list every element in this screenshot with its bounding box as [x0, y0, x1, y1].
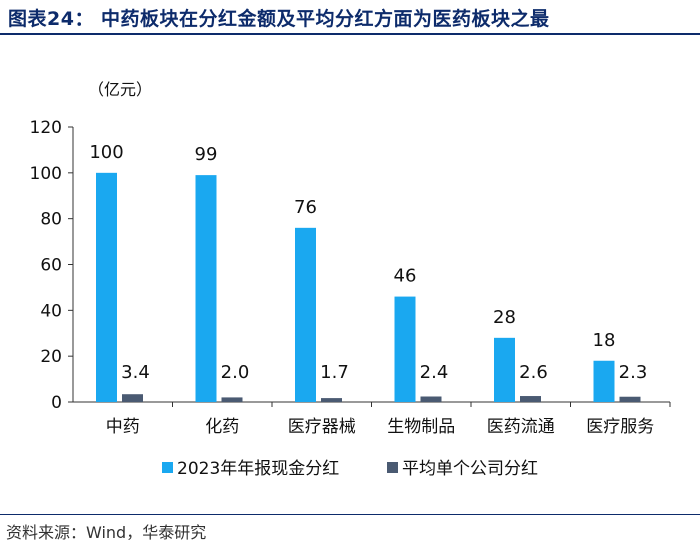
data-label-cash-dividend: 100 [89, 142, 123, 163]
data-labels: 100 3.4 99 2.0 76 1.7 46 2.4 28 2.6 182.3 [89, 142, 647, 383]
legend: 2023年年报现金分红 平均单个公司分红 [162, 459, 538, 479]
y-tick-label: 20 [40, 347, 62, 367]
data-label-cash-dividend: 18 [593, 330, 616, 351]
title-underline [0, 33, 700, 35]
chart-title: 图表24： 中药板块在分红金额及平均分红方面为医药板块之最 [8, 8, 550, 30]
bars [96, 172, 641, 402]
data-label-average-dividend: 2.0 [221, 362, 250, 383]
bar-cash-dividend [394, 296, 416, 402]
bar-average-dividend [619, 396, 641, 402]
legend-swatch-average-dividend [387, 462, 398, 473]
legend-swatch-cash-dividend [162, 462, 173, 473]
x-tick-label: 医疗器械 [288, 417, 356, 437]
data-label-average-dividend: 3.4 [121, 362, 150, 383]
bar-average-dividend [122, 394, 143, 402]
bar-chart: （亿元） 0 20 40 60 80 100 120 中药 化药 医疗器械 生物制品 医药流通 医疗服… [30, 80, 671, 479]
bar-average-dividend [321, 398, 342, 402]
footer-rule [0, 514, 700, 515]
bar-average-dividend [221, 397, 243, 402]
x-tick-label: 医疗服务 [586, 417, 654, 437]
unit-label: （亿元） [88, 80, 152, 99]
bar-average-dividend [520, 396, 541, 402]
y-tick-label: 80 [40, 210, 62, 230]
data-label-average-dividend: 2.3 [619, 362, 648, 383]
bar-cash-dividend [494, 337, 515, 402]
y-tick-label: 100 [30, 164, 62, 184]
data-label-average-dividend: 2.4 [420, 362, 449, 383]
data-label-cash-dividend: 99 [195, 144, 218, 165]
y-tick-label: 40 [40, 301, 62, 321]
x-tick-label: 化药 [205, 417, 239, 437]
bar-average-dividend [420, 396, 442, 402]
data-label-average-dividend: 1.7 [320, 362, 349, 383]
data-label-cash-dividend: 76 [294, 197, 317, 218]
data-label-average-dividend: 2.6 [519, 362, 548, 383]
legend-label-average-dividend: 平均单个公司分红 [402, 459, 538, 479]
x-axis-ticks: 中药 化药 医疗器械 生物制品 医药流通 医疗服务 [106, 402, 671, 437]
y-axis-ticks: 0 20 40 60 80 100 120 [30, 118, 73, 413]
data-label-cash-dividend: 46 [394, 266, 417, 287]
y-tick-label: 60 [40, 256, 62, 276]
legend-label-cash-dividend: 2023年年报现金分红 [177, 459, 339, 479]
x-tick-label: 生物制品 [387, 417, 455, 437]
bar-cash-dividend [593, 360, 615, 402]
bar-cash-dividend [96, 172, 117, 402]
data-label-cash-dividend: 28 [493, 307, 516, 328]
source-note: 资料来源：Wind，华泰研究 [6, 523, 207, 542]
x-tick-label: 中药 [106, 417, 140, 437]
y-tick-label: 120 [30, 118, 62, 138]
bar-cash-dividend [195, 175, 217, 402]
bar-cash-dividend [295, 227, 316, 402]
x-tick-label: 医药流通 [487, 417, 555, 437]
y-tick-label: 0 [51, 393, 62, 413]
